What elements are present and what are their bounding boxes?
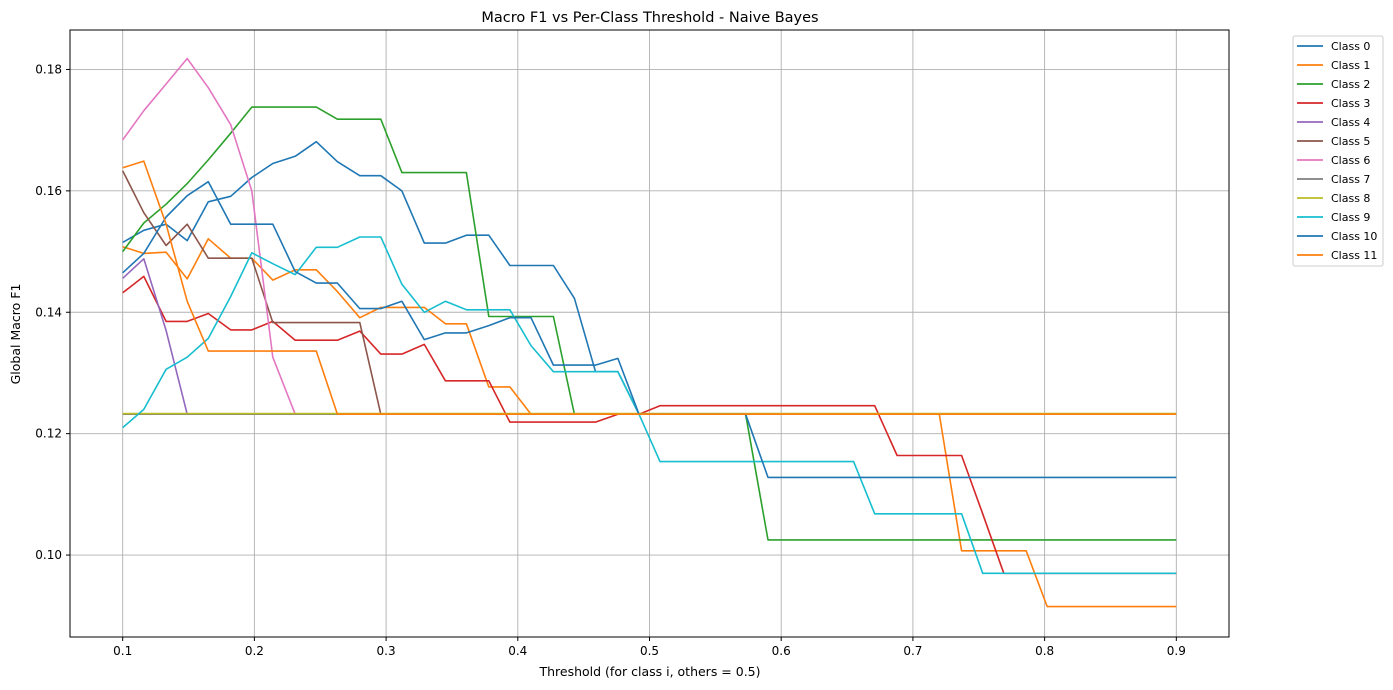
legend-label: Class 9 [1331, 211, 1370, 224]
x-axis-label: Threshold (for class i, others = 0.5) [538, 664, 760, 679]
legend: Class 0 Class 1 Class 2 Class 3 Class 4 Class… [1292, 35, 1384, 267]
series-line-class-11 [122, 160, 1177, 416]
legend-label: Class 3 [1331, 97, 1370, 110]
x-axis-ticks: 0.1 0.2 0.3 0.4 0.5 0.6 0.7 0.8 0.9 [113, 637, 1186, 658]
y-tick-label: 0.16 [35, 184, 62, 198]
y-tick-label: 0.12 [35, 427, 62, 441]
y-axis-label: Global Macro F1 [8, 284, 23, 385]
y-tick-label: 0.14 [35, 305, 62, 319]
y-tick-label: 0.18 [35, 62, 62, 76]
y-axis-ticks: 0.10 0.12 0.14 0.16 0.18 [35, 62, 70, 562]
legend-label: Class 4 [1331, 116, 1370, 129]
chart-title: Macro F1 vs Per-Class Threshold - Naive … [481, 10, 818, 26]
x-tick-label: 0.4 [508, 644, 527, 658]
legend-label: Class 1 [1331, 59, 1370, 72]
x-tick-label: 0.6 [772, 644, 791, 658]
x-tick-label: 0.2 [245, 644, 264, 658]
x-tick-label: 0.1 [113, 644, 132, 658]
legend-label: Class 6 [1331, 154, 1370, 167]
x-tick-label: 0.7 [903, 644, 922, 658]
y-tick-label: 0.10 [35, 548, 62, 562]
legend-label: Class 8 [1331, 192, 1370, 205]
x-tick-label: 0.8 [1035, 644, 1054, 658]
series-line-class-9 [122, 236, 1177, 575]
grid [70, 30, 1229, 637]
legend-label: Class 2 [1331, 78, 1370, 91]
legend-label: Class 5 [1331, 135, 1370, 148]
legend-label: Class 0 [1331, 40, 1370, 53]
legend-label: Class 11 [1331, 249, 1377, 262]
series-lines [121, 57, 1177, 608]
x-tick-label: 0.5 [640, 644, 659, 658]
legend-box [1292, 35, 1384, 267]
series-line-class-3 [122, 275, 1177, 575]
legend-label: Class 7 [1331, 173, 1370, 186]
x-tick-label: 0.3 [377, 644, 396, 658]
x-tick-label: 0.9 [1167, 644, 1186, 658]
legend-label: Class 10 [1331, 230, 1377, 243]
